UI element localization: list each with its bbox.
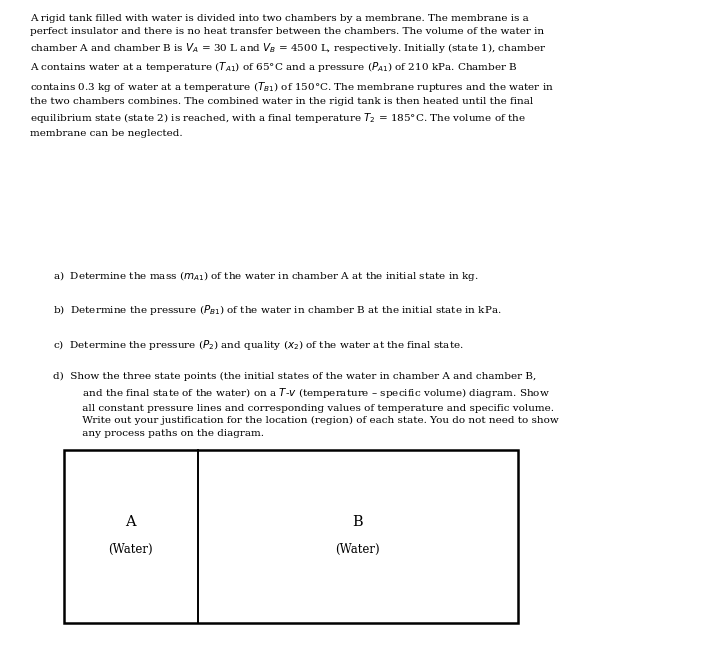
Text: d)  Show the three state points (the initial states of the water in chamber A an: d) Show the three state points (the init… <box>53 372 559 438</box>
Bar <box>64 450 518 623</box>
Text: A: A <box>125 515 136 529</box>
Text: b)  Determine the pressure ($P_{B1}$) of the water in chamber B at the initial s: b) Determine the pressure ($P_{B1}$) of … <box>53 303 502 317</box>
Text: c)  Determine the pressure ($P_2$) and quality ($x_2$) of the water at the final: c) Determine the pressure ($P_2$) and qu… <box>53 338 464 351</box>
Text: a)  Determine the mass ($m_{A1}$) of the water in chamber A at the initial state: a) Determine the mass ($m_{A1}$) of the … <box>53 269 479 282</box>
Text: (Water): (Water) <box>335 543 380 556</box>
Text: A rigid tank filled with water is divided into two chambers by a membrane. The m: A rigid tank filled with water is divide… <box>30 14 554 138</box>
Text: B: B <box>352 515 363 529</box>
Text: (Water): (Water) <box>108 543 153 556</box>
